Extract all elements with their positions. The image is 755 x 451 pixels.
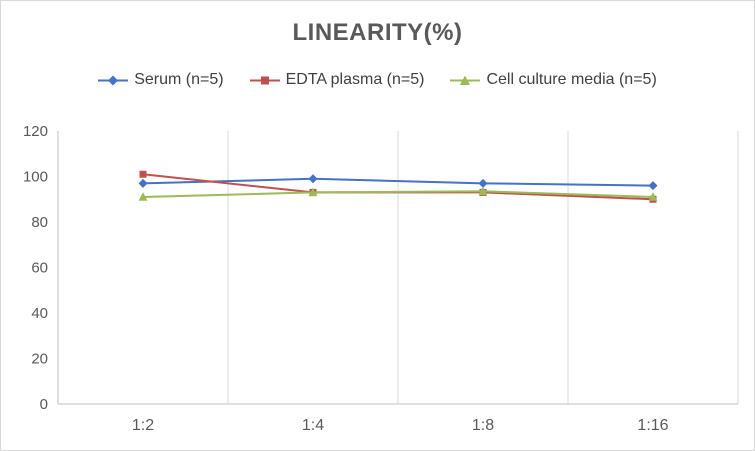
y-tick-label: 100	[23, 169, 48, 186]
y-tick-label: 20	[31, 351, 48, 368]
cell-culture-media-line-marker-icon	[450, 75, 481, 85]
marker-triangle	[308, 187, 318, 197]
marker-diamond	[308, 174, 318, 184]
edta-plasma-line-marker-icon	[249, 76, 280, 84]
legend-item-cell-culture-media: Cell culture media (n=5)	[450, 71, 657, 89]
marker-square	[139, 170, 147, 178]
x-tick-label: 1:4	[302, 417, 324, 434]
marker-triangle	[648, 192, 658, 201]
y-tick-label: 80	[31, 214, 48, 231]
marker-diamond	[478, 178, 488, 188]
marker-diamond	[138, 178, 148, 188]
marker-diamond	[648, 181, 658, 191]
y-tick-label: 0	[40, 396, 48, 413]
series-line-0	[142, 177, 654, 187]
legend-label-serum: Serum (n=5)	[134, 71, 224, 88]
y-tick-label: 120	[23, 123, 48, 140]
x-tick-label: 1:16	[637, 417, 668, 434]
chart-title: LINEARITY(%)	[292, 19, 463, 46]
y-tick-label: 40	[31, 305, 48, 322]
y-tick-label: 60	[31, 260, 48, 277]
x-tick-label: 1:2	[132, 417, 154, 434]
chart-canvas: 0 20 40 60 80 100 120 1:2 1:4 1:8 1:16	[23, 123, 739, 434]
series-line-2	[142, 190, 654, 198]
x-tick-label: 1:8	[472, 417, 494, 434]
chart-legend: Serum (n=5) EDTA plasma (n=5) Cell cultu…	[1, 71, 754, 89]
serum-line-marker-icon	[98, 75, 129, 85]
marker-triangle	[478, 186, 488, 196]
marker-triangle	[138, 192, 148, 201]
legend-item-edta-plasma: EDTA plasma (n=5)	[249, 71, 425, 89]
legend-label-edta-plasma: EDTA plasma (n=5)	[285, 71, 425, 88]
legend-label-cell-culture-media: Cell culture media (n=5)	[486, 71, 657, 88]
legend-item-serum: Serum (n=5)	[98, 71, 224, 89]
